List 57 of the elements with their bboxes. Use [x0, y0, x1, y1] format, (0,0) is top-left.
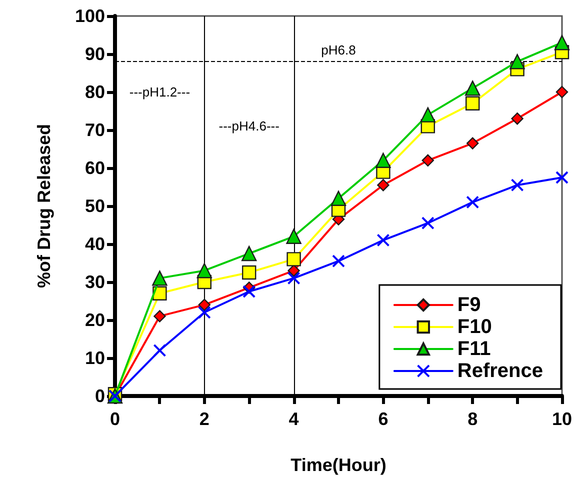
- y-tick-label: 70: [84, 120, 105, 140]
- x-tick-label: 10: [552, 409, 572, 429]
- point: [153, 344, 166, 357]
- point: [196, 263, 212, 278]
- x-tick-label: 0: [110, 409, 120, 429]
- point: [510, 54, 525, 70]
- y-tick-label: 90: [84, 44, 105, 64]
- point: [286, 228, 302, 244]
- y-tick-label: 0: [94, 386, 105, 406]
- point: [466, 137, 479, 150]
- point: [377, 179, 390, 192]
- y-tick-label: 60: [84, 158, 105, 178]
- annotation: ---pH1.2---: [129, 84, 190, 100]
- x-axis-title: Time(Hour): [290, 455, 386, 475]
- legend-label: Refrence: [457, 360, 544, 382]
- y-axis-title: %of Drug Released: [34, 124, 54, 288]
- y-tick-label: 10: [84, 348, 105, 368]
- point: [287, 272, 300, 285]
- point: [465, 96, 480, 110]
- point: [288, 264, 300, 277]
- point: [554, 35, 570, 50]
- point: [510, 178, 524, 192]
- legend-label: F11: [457, 338, 491, 360]
- point: [332, 254, 345, 268]
- point: [241, 246, 257, 262]
- y-tick-label: 20: [84, 310, 105, 330]
- point: [466, 196, 480, 209]
- point: [242, 285, 256, 298]
- point: [422, 154, 434, 166]
- ref-line-label: pH6.8: [321, 42, 356, 58]
- point: [376, 234, 390, 247]
- point: [511, 112, 524, 125]
- legend-label: F9: [457, 294, 481, 316]
- point: [286, 252, 301, 266]
- point: [555, 171, 568, 184]
- x-tick-label: 2: [199, 409, 210, 429]
- point: [556, 86, 568, 98]
- x-tick-label: 4: [288, 409, 299, 429]
- legend-label: F10: [457, 316, 492, 338]
- y-tick-label: 50: [84, 196, 105, 216]
- point: [154, 310, 166, 322]
- y-tick-label: 80: [84, 82, 105, 102]
- point: [198, 306, 211, 319]
- point: [330, 190, 346, 206]
- point: [198, 298, 210, 311]
- point: [421, 216, 434, 230]
- point: [464, 80, 480, 96]
- point: [420, 107, 436, 122]
- x-tick-label: 8: [468, 409, 478, 429]
- y-tick-label: 30: [84, 272, 105, 292]
- y-tick-label: 40: [84, 234, 105, 254]
- point: [376, 152, 391, 168]
- point: [152, 270, 168, 286]
- point: [242, 265, 256, 280]
- annotation: ---pH4.6---: [218, 118, 280, 134]
- y-tick-label: 100: [74, 6, 105, 26]
- x-tick-label: 6: [378, 409, 388, 429]
